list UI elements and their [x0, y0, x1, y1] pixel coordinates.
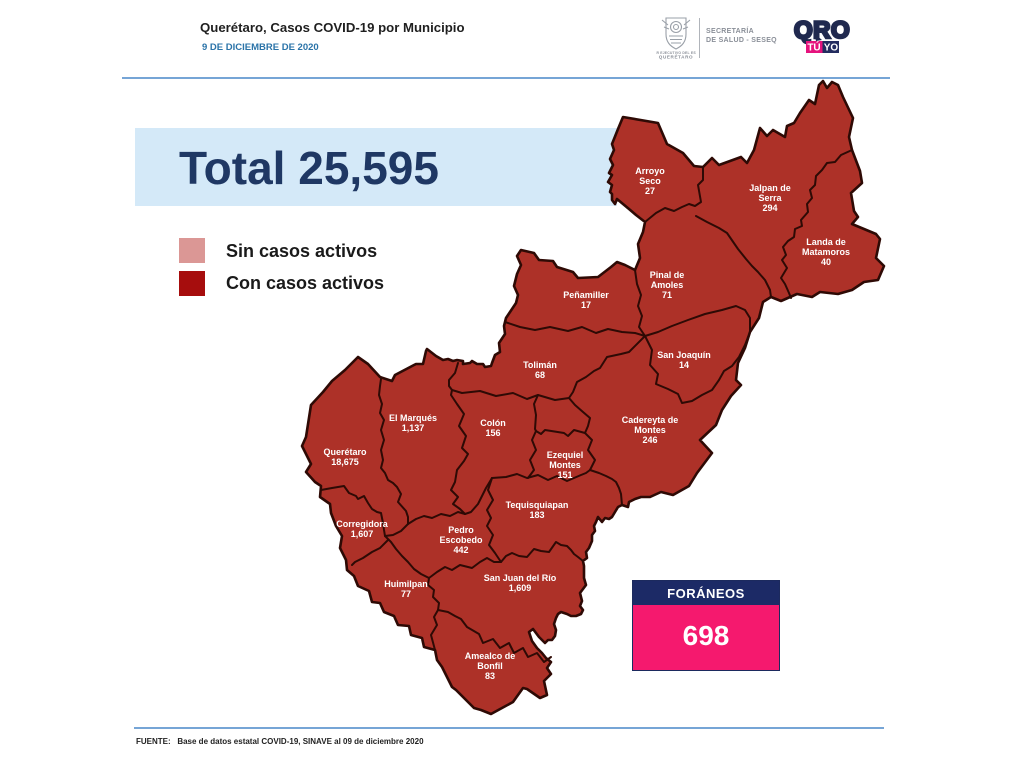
svg-text:1,609: 1,609 [509, 583, 532, 593]
svg-text:183: 183 [529, 510, 544, 520]
svg-text:442: 442 [453, 545, 468, 555]
svg-text:Ezequiel: Ezequiel [547, 450, 584, 460]
svg-text:71: 71 [662, 290, 672, 300]
svg-text:Pinal de: Pinal de [650, 270, 685, 280]
svg-text:Landa de: Landa de [806, 237, 846, 247]
svg-text:Tolimán: Tolimán [523, 360, 557, 370]
svg-text:El Marqués: El Marqués [389, 413, 437, 423]
svg-text:Matamoros: Matamoros [802, 247, 850, 257]
svg-text:294: 294 [762, 203, 777, 213]
svg-text:83: 83 [485, 671, 495, 681]
svg-text:Tequisquiapan: Tequisquiapan [506, 500, 569, 510]
svg-text:17: 17 [581, 300, 591, 310]
svg-text:27: 27 [645, 186, 655, 196]
svg-text:Amealco de: Amealco de [465, 651, 516, 661]
svg-text:77: 77 [401, 589, 411, 599]
svg-text:Querétaro: Querétaro [323, 447, 367, 457]
svg-text:Huimilpan: Huimilpan [384, 579, 428, 589]
svg-text:68: 68 [535, 370, 545, 380]
svg-text:18,675: 18,675 [331, 457, 359, 467]
svg-text:Peñamiller: Peñamiller [563, 290, 609, 300]
svg-text:Amoles: Amoles [651, 280, 684, 290]
svg-text:Bonfil: Bonfil [477, 661, 503, 671]
svg-text:San Juan del Río: San Juan del Río [484, 573, 557, 583]
svg-text:14: 14 [679, 360, 689, 370]
svg-text:1,137: 1,137 [402, 423, 425, 433]
svg-text:Cadereyta de: Cadereyta de [622, 415, 679, 425]
svg-text:QRO: QRO [794, 17, 850, 44]
svg-text:151: 151 [557, 470, 572, 480]
svg-text:Arroyo: Arroyo [635, 166, 665, 176]
svg-text:Montes: Montes [549, 460, 581, 470]
svg-text:YO: YO [824, 43, 839, 54]
svg-text:Seco: Seco [639, 176, 661, 186]
svg-text:156: 156 [485, 428, 500, 438]
svg-text:40: 40 [821, 257, 831, 267]
svg-text:TÚ: TÚ [807, 41, 820, 54]
svg-text:Colón: Colón [480, 418, 506, 428]
svg-text:Escobedo: Escobedo [439, 535, 483, 545]
svg-text:246: 246 [642, 435, 657, 445]
svg-text:Jalpan de: Jalpan de [749, 183, 791, 193]
svg-text:Corregidora: Corregidora [336, 519, 389, 529]
svg-text:San Joaquín: San Joaquín [657, 350, 711, 360]
svg-text:QUERÉTARO: QUERÉTARO [659, 53, 693, 60]
svg-text:Montes: Montes [634, 425, 666, 435]
svg-text:1,607: 1,607 [351, 529, 374, 539]
svg-text:PODER EJECUTIVO DEL ESTADO: PODER EJECUTIVO DEL ESTADO [656, 51, 696, 55]
svg-text:Serra: Serra [758, 193, 782, 203]
svg-text:Pedro: Pedro [448, 525, 474, 535]
